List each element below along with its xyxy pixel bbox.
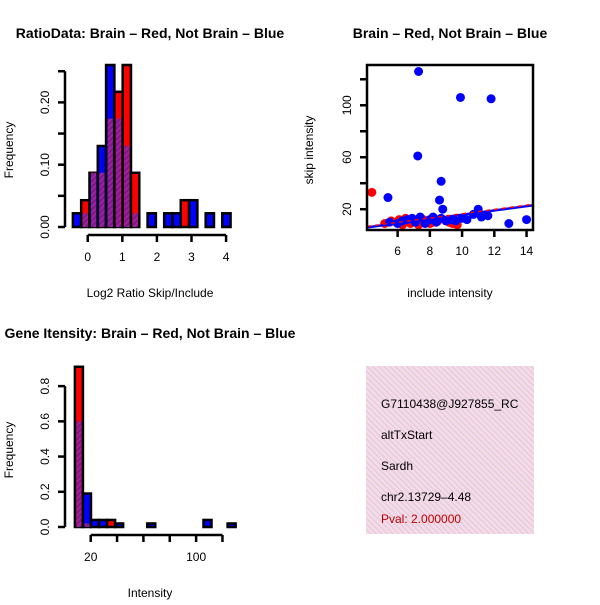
info-box: G7110438@J927855_RC altTxStart Sardh chr… — [366, 366, 534, 534]
ratio-histogram-bar-not-brain — [146, 212, 158, 229]
scatter-x-tick-label: 10 — [455, 244, 469, 258]
ratio-histogram-panel: RatioData: Brain – Red, Not Brain – Blue… — [2, 25, 284, 300]
scatter-x-tick-label: 14 — [520, 244, 534, 258]
intensity-histogram-panel: Gene Itensity: Brain – Red, Not Brain – … — [2, 325, 296, 600]
intensity-histogram-title: Gene Itensity: Brain – Red, Not Brain – … — [5, 325, 296, 341]
intensity-histogram-y-tick-label: 0.2 — [38, 483, 52, 500]
ratio-histogram-x-tick-label: 1 — [119, 250, 126, 264]
info-location: chr2.13729–4.48 — [381, 490, 471, 504]
ratio-histogram-x-tick-label: 4 — [223, 250, 230, 264]
ratio-histogram-xlabel: Log2 Ratio Skip/Include — [87, 286, 214, 300]
ratio-histogram-x-tick-label: 0 — [84, 250, 91, 264]
ratio-histogram-bar-overlap — [82, 213, 88, 227]
ratio-histogram-bar-overlap — [107, 118, 113, 227]
scatter-point-not-brain — [436, 176, 446, 186]
info-pval: Pval: 2.000000 — [381, 512, 461, 526]
scatter-point-not-brain — [435, 195, 445, 205]
scatter-x-tick-label: 6 — [394, 244, 401, 258]
info-box-background — [366, 366, 534, 534]
intensity-histogram-y-tick-label: 0.8 — [38, 377, 52, 394]
intensity-histogram-xlabel: Intensity — [128, 586, 173, 600]
intensity-histogram-ylabel: Frequency — [2, 422, 16, 479]
info-gene-name: Sardh — [381, 459, 413, 473]
info-event-type: altTxStart — [381, 428, 433, 442]
ratio-histogram-bar-overlap — [124, 146, 130, 227]
scatter-point-not-brain — [522, 215, 532, 225]
scatter-x-tick-label: 12 — [488, 244, 502, 258]
ratio-histogram-y-tick-label: 0.10 — [38, 153, 52, 177]
ratio-histogram-bar-not-brain — [204, 212, 216, 229]
ratio-histogram-bar-overlap — [99, 172, 105, 227]
intensity-histogram-y-tick-label: 0.6 — [38, 413, 52, 430]
info-event-id: G7110438@J927855_RC — [381, 397, 519, 411]
scatter-ylabel: skip intensity — [302, 116, 316, 185]
scatter-fit-line-brain — [366, 203, 534, 228]
intensity-histogram-bar-not-brain — [226, 522, 237, 529]
scatter-point-not-brain — [414, 66, 424, 76]
scatter-y-tick-label: 60 — [340, 150, 354, 164]
scatter-point-not-brain — [438, 204, 448, 214]
scatter-point-not-brain — [476, 212, 486, 222]
scatter-panel: Brain – Red, Not Brain – Blue include in… — [302, 25, 547, 300]
scatter-point-not-brain — [455, 92, 465, 102]
ratio-histogram-title: RatioData: Brain – Red, Not Brain – Blue — [16, 25, 285, 41]
ratio-histogram-bar-not-brain — [221, 212, 232, 229]
ratio-histogram-bar-overlap — [132, 213, 138, 227]
ratio-histogram-ylabel: Frequency — [2, 122, 16, 179]
scatter-title: Brain – Red, Not Brain – Blue — [353, 25, 548, 41]
scatter-x-tick-label: 8 — [427, 244, 434, 258]
intensity-histogram-bar-overlap — [84, 523, 90, 527]
scatter-point-not-brain — [383, 193, 393, 203]
intensity-histogram-bar-not-brain — [145, 522, 157, 529]
scatter-point-not-brain — [486, 94, 496, 104]
scatter-plot-frame — [365, 63, 535, 232]
scatter-point-not-brain — [413, 151, 423, 161]
scatter-point-brain — [367, 187, 377, 197]
scatter-xlabel: include intensity — [407, 286, 492, 300]
scatter-point-not-brain — [462, 215, 472, 225]
ratio-histogram-y-tick-label: 0.00 — [38, 215, 52, 239]
intensity-histogram-bar-not-brain — [202, 518, 213, 529]
ratio-histogram-y-tick-label: 0.20 — [38, 90, 52, 114]
intensity-histogram-bar-not-brain — [113, 522, 125, 529]
intensity-histogram-y-tick-label: 0.0 — [38, 518, 52, 535]
intensity-histogram-x-tick-label: 20 — [84, 550, 98, 564]
scatter-y-tick-label: 20 — [340, 202, 354, 216]
ratio-histogram-bar-not-brain — [187, 198, 199, 229]
scatter-point-not-brain — [504, 219, 514, 229]
ratio-histogram-bar-overlap — [115, 118, 122, 227]
ratio-histogram-x-tick-label: 2 — [154, 250, 161, 264]
scatter-y-tick-label: 100 — [340, 95, 354, 115]
scatter-fit-line-not-brain — [366, 204, 534, 229]
ratio-histogram-x-tick-label: 3 — [188, 250, 195, 264]
intensity-histogram-y-tick-label: 0.4 — [38, 448, 52, 465]
intensity-histogram-bar-overlap — [76, 421, 82, 527]
ratio-histogram-bar-overlap — [90, 172, 97, 227]
intensity-histogram-x-tick-label: 100 — [186, 550, 206, 564]
